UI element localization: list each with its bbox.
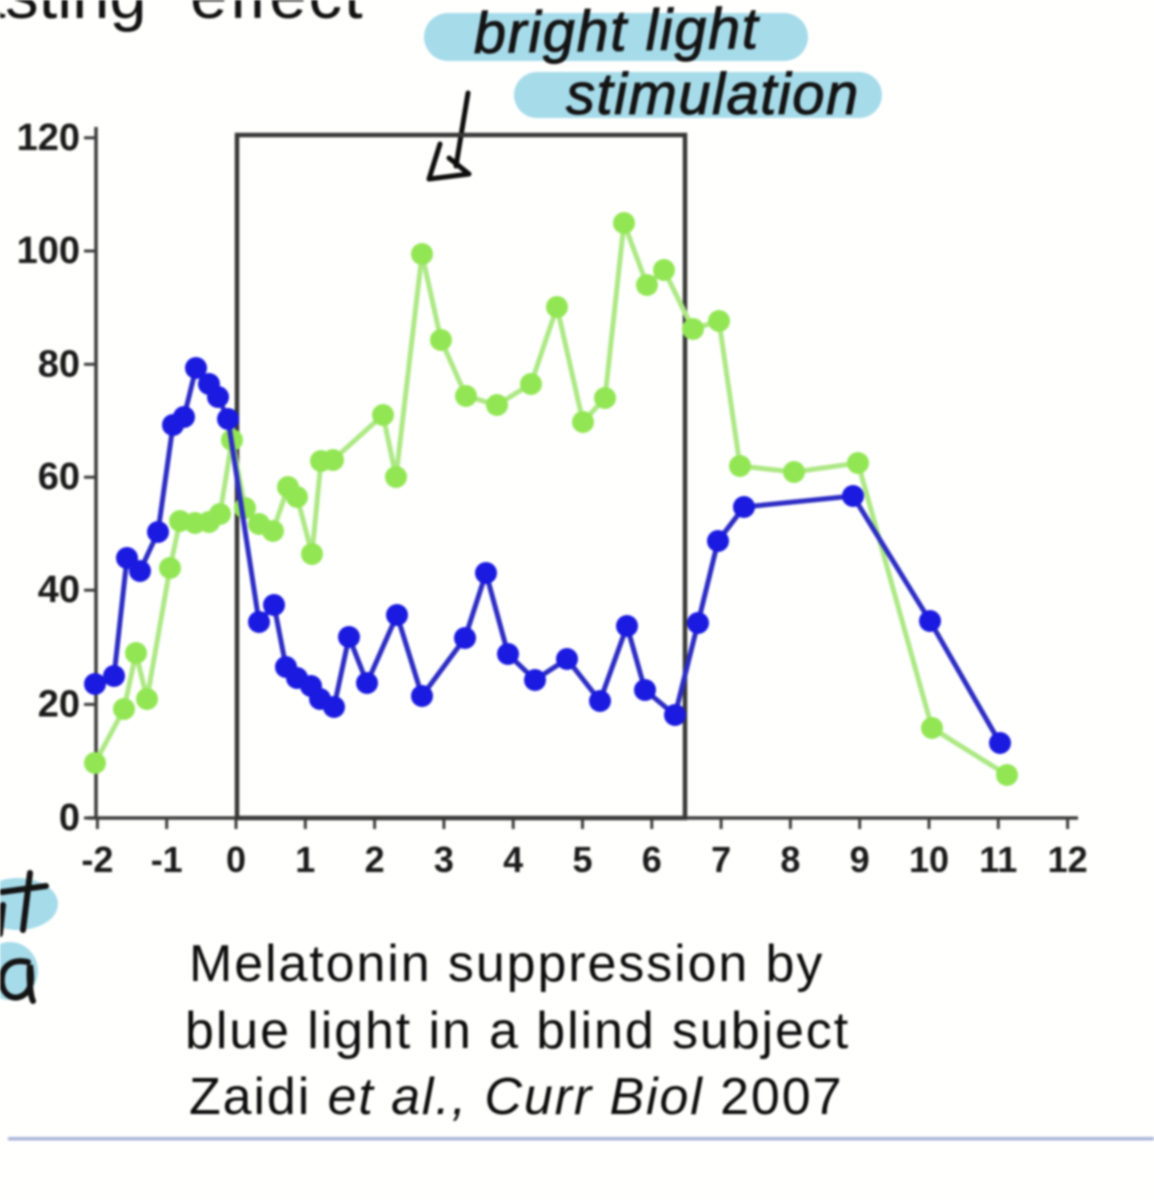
- svg-text:effect: effect: [190, 0, 365, 33]
- svg-text:Zaidi et al., Curr Biol 2007: Zaidi et al., Curr Biol 2007: [189, 1068, 843, 1126]
- svg-text:7: 7: [711, 839, 731, 880]
- svg-text:3: 3: [434, 839, 454, 880]
- svg-text:stimulation: stimulation: [566, 62, 860, 127]
- svg-text:6: 6: [642, 839, 662, 880]
- svg-text:80: 80: [38, 343, 80, 385]
- svg-text:8: 8: [780, 839, 800, 880]
- svg-text:100: 100: [17, 230, 80, 272]
- svg-text:lasting: lasting: [0, 0, 147, 33]
- svg-text:0: 0: [59, 797, 80, 839]
- svg-text:1: 1: [295, 839, 315, 880]
- svg-text:-2: -2: [81, 839, 113, 880]
- svg-text:12: 12: [1048, 839, 1088, 880]
- svg-text:Melatonin suppression by: Melatonin suppression by: [189, 935, 824, 993]
- svg-text:4: 4: [503, 839, 523, 880]
- svg-text:20: 20: [38, 683, 80, 725]
- svg-text:10: 10: [909, 839, 949, 880]
- svg-text:40: 40: [38, 569, 80, 611]
- svg-text:60: 60: [38, 456, 80, 498]
- svg-text:9: 9: [850, 839, 870, 880]
- svg-text:120: 120: [17, 117, 80, 159]
- svg-text:blue light in a blind subject: blue light in a blind subject: [185, 1002, 850, 1060]
- svg-text:5: 5: [572, 839, 592, 880]
- svg-text:2: 2: [365, 839, 385, 880]
- svg-text:bright light: bright light: [473, 0, 761, 66]
- svg-text:11: 11: [979, 839, 1017, 880]
- svg-text:0: 0: [226, 839, 246, 880]
- svg-text:-1: -1: [151, 839, 183, 880]
